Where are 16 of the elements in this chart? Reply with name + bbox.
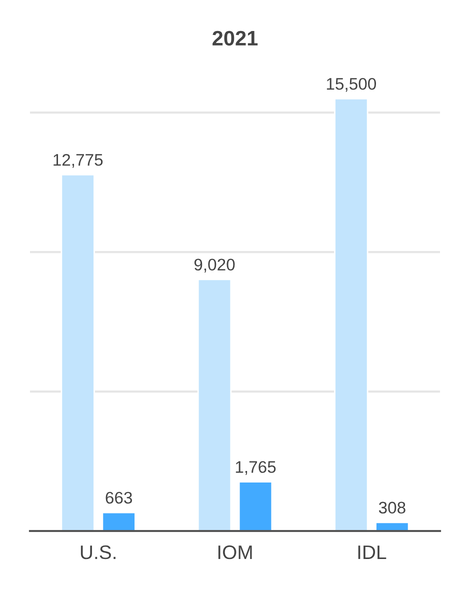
- data-label: 308: [378, 502, 406, 514]
- data-label: 12,775: [54, 154, 103, 168]
- data-label: 1,765: [236, 461, 276, 475]
- bar: [60, 174, 95, 531]
- data-label: 663: [106, 492, 132, 504]
- data-label: 15,500: [326, 78, 376, 92]
- data-label: 9,020: [194, 258, 235, 272]
- x-tick-label: IDL: [358, 546, 386, 559]
- bar: [197, 278, 232, 531]
- x-tick-label: IOM: [218, 545, 252, 560]
- bar: [334, 98, 368, 531]
- bar: [375, 522, 410, 531]
- chart-title: 2021: [212, 30, 258, 46]
- bar: [238, 481, 273, 531]
- bar: [102, 512, 136, 531]
- x-tick-label: U.S.: [80, 545, 116, 560]
